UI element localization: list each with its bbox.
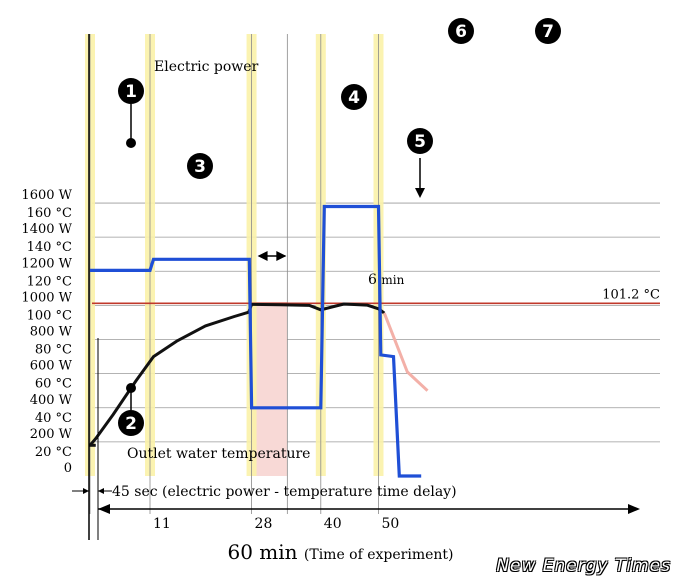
reference-line-label: 101.2 °C	[602, 287, 660, 302]
y-tick-power: 200 W	[30, 427, 73, 442]
marker-5-number: 5	[414, 132, 426, 152]
y-tick-power: 800 W	[30, 325, 73, 340]
marker-6-icon	[448, 18, 474, 44]
y-tick-temp: 100 °C	[27, 308, 72, 323]
marker-4-icon	[341, 84, 367, 110]
marker-7-icon	[535, 18, 561, 44]
marker-1-number: 1	[125, 82, 137, 102]
marker-4-number: 4	[348, 88, 360, 108]
series-temperature-extrapolated	[382, 312, 429, 392]
y-tick-power: 0	[64, 461, 72, 476]
marker-2-icon	[118, 410, 144, 436]
six-min-label: 6 min	[368, 272, 405, 288]
six-min-arrow-right-head	[276, 251, 287, 261]
y-tick-power: 1200 W	[21, 256, 72, 271]
marker-3-number: 3	[194, 157, 206, 177]
y-tick-power: 1600 W	[21, 188, 72, 203]
six-min-arrow-left-head	[257, 251, 268, 261]
y-tick-temp: 40 °C	[35, 411, 72, 426]
x-axis-label: 60 min (Time of experiment)	[0, 540, 681, 564]
marker1-dot	[126, 138, 136, 148]
x-axis-label-main: 60 min	[227, 540, 298, 564]
marker-2-number: 2	[125, 414, 137, 434]
x-tick-label: 50	[382, 516, 400, 532]
time-arrow-right-head	[628, 504, 640, 514]
y-tick-temp: 20 °C	[35, 445, 72, 460]
delay-arrow-left-head	[83, 488, 89, 494]
delay-annotation: 45 sec (electric power - temperature tim…	[112, 484, 457, 500]
marker-1-icon	[118, 78, 144, 104]
x-tick-label: 40	[324, 516, 342, 532]
watermark: New Energy Times	[496, 556, 671, 576]
six-min-unit: min	[381, 273, 404, 287]
x-axis-label-sub: (Time of experiment)	[303, 547, 454, 563]
series-power	[90, 204, 422, 478]
y-tick-temp: 60 °C	[35, 377, 72, 392]
y-tick-power: 1400 W	[21, 222, 72, 237]
x-tick-label: 11	[153, 516, 171, 532]
time-arrow-left-head	[98, 504, 110, 514]
marker-5-icon	[407, 128, 433, 154]
y-tick-power: 600 W	[30, 359, 73, 374]
x-tick-label: 28	[255, 516, 273, 532]
outlet-temp-label: Outlet water temperature	[127, 446, 310, 462]
marker2-dot	[126, 383, 136, 393]
y-tick-temp: 160 °C	[27, 206, 72, 221]
y-tick-temp: 80 °C	[35, 343, 72, 358]
marker-7-number: 7	[542, 22, 554, 42]
shaded-interval	[251, 301, 288, 476]
y-tick-temp: 140 °C	[27, 240, 72, 255]
y-tick-temp: 120 °C	[27, 274, 72, 289]
marker-3-icon	[187, 153, 213, 179]
electric-power-label: Electric power	[154, 59, 259, 75]
y-tick-power: 1000 W	[21, 290, 72, 305]
marker5-arrow-head	[415, 188, 425, 198]
y-tick-power: 400 W	[30, 393, 73, 408]
marker-6-number: 6	[455, 22, 467, 42]
delay-arrow-right-head	[98, 488, 104, 494]
